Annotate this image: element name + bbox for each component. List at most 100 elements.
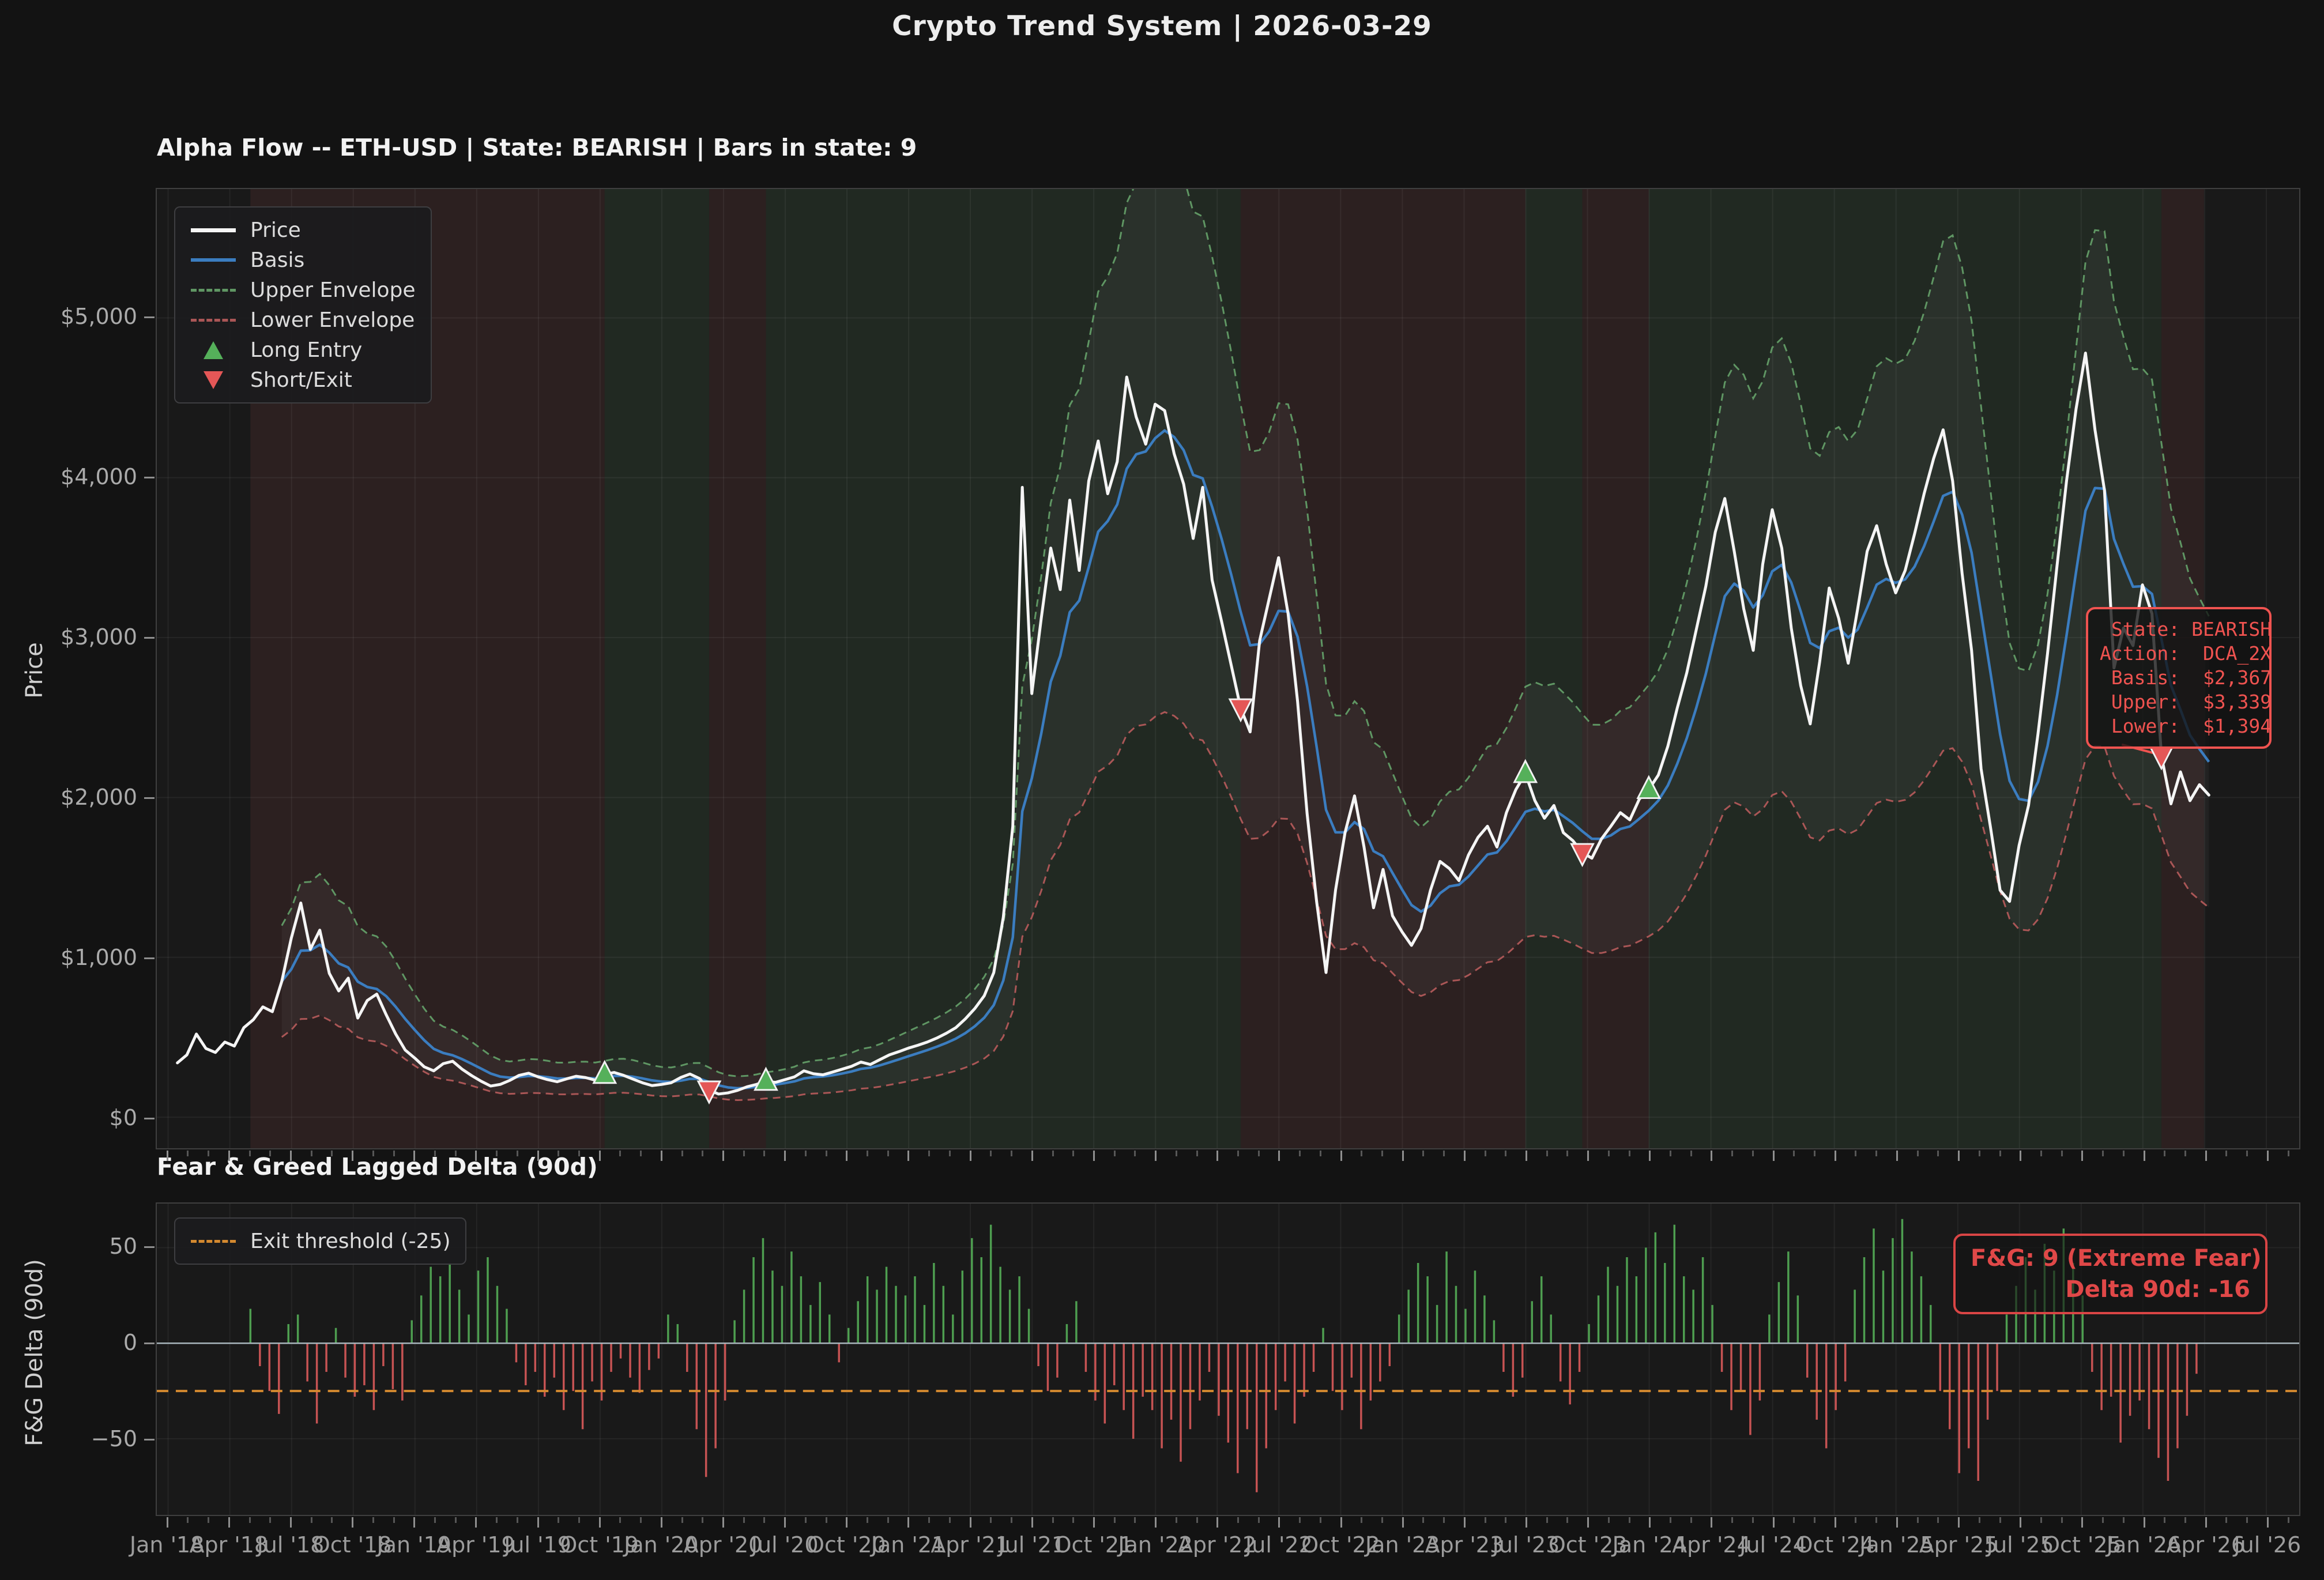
x-tick-label: Apr '21 xyxy=(931,1532,1010,1558)
short-exit-triangle-icon xyxy=(190,371,236,389)
annotation-label: Action: xyxy=(2100,642,2180,665)
x-major-tick-mark xyxy=(2205,1151,2207,1161)
x-minor-tick-mark xyxy=(1072,1517,1075,1523)
x-minor-tick-mark xyxy=(887,1517,889,1523)
x-tick-label: Jan '19 xyxy=(376,1532,451,1558)
x-minor-tick-mark xyxy=(578,1517,580,1523)
fg-y-tick-mark xyxy=(144,1439,155,1441)
x-tick-label: Jan '24 xyxy=(1612,1532,1688,1558)
x-major-tick-mark xyxy=(166,1517,168,1528)
annotation-label: State: xyxy=(2111,618,2180,640)
x-minor-tick-mark xyxy=(1690,1151,1692,1156)
legend-item-lower-envelope: Lower Envelope xyxy=(190,307,416,333)
x-minor-tick-mark xyxy=(1546,1151,1548,1156)
price-line-icon xyxy=(190,228,236,232)
x-minor-tick-mark xyxy=(1052,1517,1054,1523)
x-minor-tick-mark xyxy=(867,1151,869,1156)
x-major-tick-mark xyxy=(722,1517,725,1528)
long-entry-marker xyxy=(1636,775,1662,800)
x-major-tick-mark xyxy=(660,1517,662,1528)
x-minor-tick-mark xyxy=(454,1151,457,1156)
x-tick-label: Jan '26 xyxy=(2106,1532,2182,1558)
x-major-tick-mark xyxy=(1031,1517,1033,1528)
x-major-tick-mark xyxy=(1711,1151,1713,1161)
x-tick-label: Jan '23 xyxy=(1365,1532,1440,1558)
x-minor-tick-mark xyxy=(1422,1151,1425,1156)
x-minor-tick-mark xyxy=(187,1151,189,1156)
x-minor-tick-mark xyxy=(619,1151,622,1156)
x-major-tick-mark xyxy=(1772,1517,1775,1528)
x-minor-tick-mark xyxy=(1381,1151,1383,1156)
x-minor-tick-mark xyxy=(2184,1151,2186,1156)
main-chart-plot-area xyxy=(156,188,2300,1149)
main-y-tick-label: $1,000 xyxy=(61,945,137,970)
x-major-tick-mark xyxy=(1526,1151,1527,1161)
x-minor-tick-mark xyxy=(1793,1517,1795,1523)
x-minor-tick-mark xyxy=(1505,1517,1507,1523)
x-major-tick-mark xyxy=(907,1517,910,1528)
x-tick-label: Jul '18 xyxy=(257,1532,325,1558)
x-minor-tick-mark xyxy=(948,1517,951,1523)
x-minor-tick-mark xyxy=(1855,1151,1857,1156)
x-minor-tick-mark xyxy=(1978,1517,1980,1523)
legend-item-long-entry: Long Entry xyxy=(190,337,416,363)
x-minor-tick-mark xyxy=(434,1517,436,1523)
x-tick-label: Apr '24 xyxy=(1672,1532,1751,1558)
x-major-tick-mark xyxy=(2205,1517,2207,1528)
x-major-tick-mark xyxy=(1093,1151,1095,1161)
x-minor-tick-mark xyxy=(1607,1517,1610,1523)
x-minor-tick-mark xyxy=(825,1151,827,1156)
x-major-tick-mark xyxy=(1463,1151,1466,1161)
x-major-tick-mark xyxy=(1526,1517,1527,1528)
main-y-tick-label: $4,000 xyxy=(61,464,137,489)
annotation-value: $1,394 xyxy=(2202,715,2272,737)
x-minor-tick-mark xyxy=(516,1517,518,1523)
state-annotation-box: State: BEARISH Action: DCA_2X Basis: $2,… xyxy=(2086,607,2272,749)
x-major-tick-mark xyxy=(1216,1517,1219,1528)
x-major-tick-mark xyxy=(2143,1151,2145,1161)
main-y-tick-mark xyxy=(144,1118,155,1119)
x-minor-tick-mark xyxy=(496,1151,498,1156)
fg-y-tick-label: −50 xyxy=(91,1426,137,1451)
main-y-tick-mark xyxy=(144,316,155,318)
x-minor-tick-mark xyxy=(372,1151,374,1156)
x-minor-tick-mark xyxy=(1299,1517,1301,1523)
x-minor-tick-mark xyxy=(208,1151,210,1156)
main-y-tick-mark xyxy=(144,637,155,639)
x-major-tick-mark xyxy=(784,1151,786,1161)
x-minor-tick-mark xyxy=(2246,1151,2248,1156)
fg-y-tick-mark xyxy=(144,1343,155,1344)
legend-item-price: Price xyxy=(190,217,416,243)
x-major-tick-mark xyxy=(2081,1151,2084,1161)
x-minor-tick-mark xyxy=(619,1517,622,1523)
annotation-value: $3,339 xyxy=(2202,691,2272,713)
x-minor-tick-mark xyxy=(1937,1517,1939,1523)
x-major-tick-mark xyxy=(598,1151,601,1161)
x-minor-tick-mark xyxy=(2287,1151,2289,1156)
state-band-bull xyxy=(766,189,1241,1148)
x-major-tick-mark xyxy=(2081,1517,2084,1528)
x-tick-label: Oct '19 xyxy=(560,1532,639,1558)
x-minor-tick-mark xyxy=(1670,1517,1672,1523)
x-tick-label: Jul '22 xyxy=(1245,1532,1313,1558)
x-minor-tick-mark xyxy=(578,1151,580,1156)
x-minor-tick-mark xyxy=(1196,1517,1198,1523)
x-minor-tick-mark xyxy=(1319,1151,1321,1156)
x-major-tick-mark xyxy=(1340,1517,1342,1528)
x-major-tick-mark xyxy=(1216,1151,1219,1161)
x-minor-tick-mark xyxy=(1855,1517,1857,1523)
x-major-tick-mark xyxy=(1896,1517,1898,1528)
long-entry-marker xyxy=(592,1059,617,1084)
legend-item-basis: Basis xyxy=(190,247,416,273)
state-band-bull xyxy=(1648,189,2161,1148)
x-minor-tick-mark xyxy=(2122,1517,2125,1523)
x-major-tick-mark xyxy=(1031,1151,1033,1161)
x-minor-tick-mark xyxy=(990,1151,992,1156)
x-major-tick-mark xyxy=(537,1151,539,1161)
x-major-tick-mark xyxy=(907,1151,910,1161)
x-minor-tick-mark xyxy=(804,1151,807,1156)
x-minor-tick-mark xyxy=(1875,1517,1878,1523)
x-minor-tick-mark xyxy=(2061,1151,2063,1156)
x-major-tick-mark xyxy=(413,1517,416,1528)
x-minor-tick-mark xyxy=(640,1517,642,1523)
